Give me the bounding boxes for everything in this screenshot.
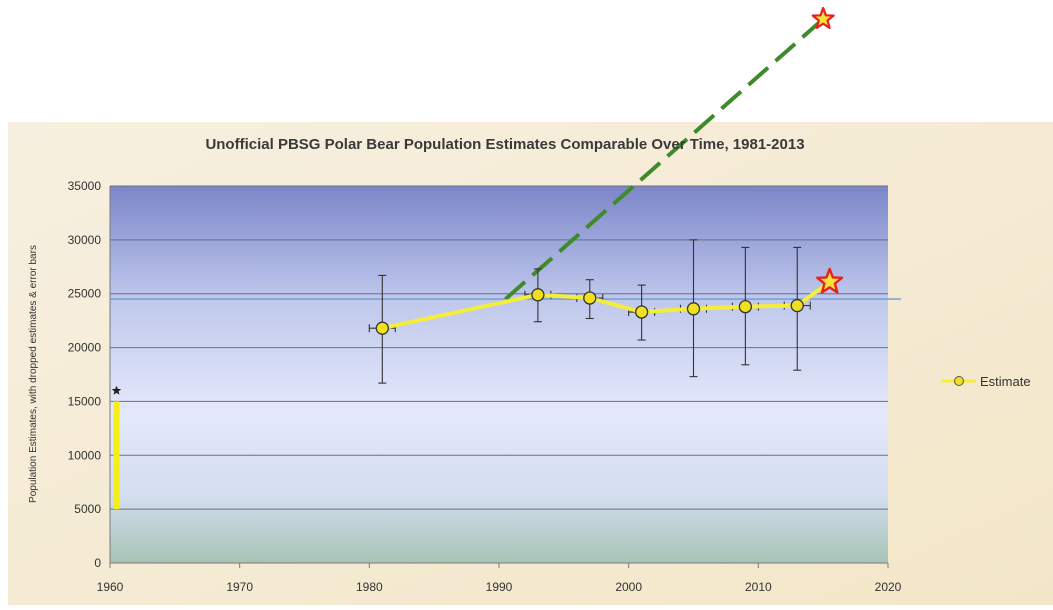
x-tick-label: 1990 [486, 580, 513, 594]
early-star-marker [111, 385, 122, 395]
y-axis-label: Population Estimates, with dropped estim… [28, 245, 39, 503]
chart-title: Unofficial PBSG Polar Bear Population Es… [205, 136, 804, 153]
data-point-estimate [531, 288, 545, 302]
y-tick-label: 35000 [68, 179, 102, 193]
y-tick-label: 30000 [68, 233, 102, 247]
end-star-marker [816, 267, 844, 294]
x-tick-label: 2010 [745, 580, 772, 594]
legend: Estimate [942, 374, 1031, 389]
top-star-marker [811, 6, 835, 30]
x-tick-label: 1960 [97, 580, 124, 594]
data-point-estimate [790, 298, 804, 313]
x-tick-label: 1970 [226, 580, 253, 594]
plot-area [110, 186, 888, 563]
projection-layer [504, 6, 835, 301]
series-layer [368, 239, 844, 384]
early-estimate-layer [111, 385, 122, 510]
y-tick-label: 5000 [74, 502, 101, 516]
series-line-estimate [381, 280, 831, 331]
x-tick-label: 2020 [875, 580, 902, 594]
y-tick-label: 0 [94, 556, 101, 570]
data-point-estimate [583, 291, 597, 305]
y-tick-label: 10000 [68, 448, 102, 462]
y-tick-label: 25000 [68, 287, 102, 301]
x-tick-label: 2000 [615, 580, 642, 594]
x-tick-label: 1980 [356, 580, 383, 594]
y-tick-label: 20000 [68, 341, 102, 355]
data-point-estimate [634, 305, 649, 319]
data-point-estimate [686, 302, 701, 316]
axis-layer: 0 5000 10000 15000 20000 25000 30000 35000 1960 1… [68, 179, 902, 594]
y-tick-label: 15000 [68, 394, 102, 408]
legend-label-estimate: Estimate [980, 374, 1031, 389]
data-point-estimate [738, 299, 753, 314]
legend-marker-swatch [954, 376, 964, 386]
grid-lines [110, 185, 888, 510]
data-point-estimate [375, 321, 389, 335]
